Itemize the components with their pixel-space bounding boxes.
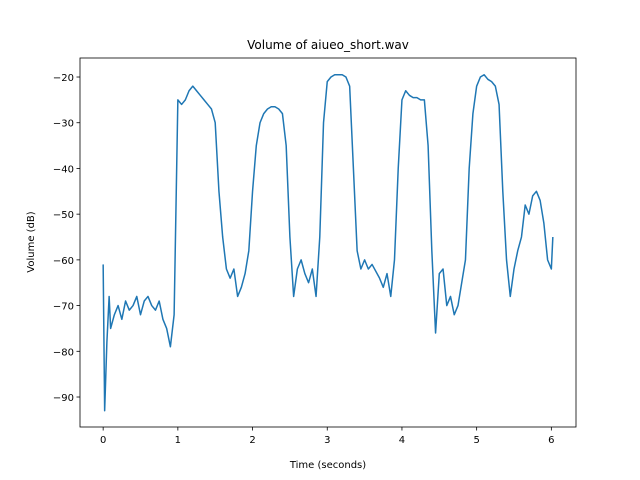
y-tick-label: −90 — [53, 393, 74, 404]
y-tick-label: −50 — [53, 210, 74, 221]
x-tick-label: 6 — [548, 435, 554, 446]
y-tick-label: −20 — [53, 73, 74, 84]
y-tick-label: −60 — [53, 256, 74, 267]
x-tick-label: 2 — [249, 435, 255, 446]
y-tick-label: −70 — [53, 302, 74, 313]
x-tick-label: 3 — [324, 435, 330, 446]
y-tick-label: −80 — [53, 347, 74, 358]
y-axis-label: Volume (dB) — [26, 211, 37, 272]
x-axis-label: Time (seconds) — [289, 460, 366, 471]
y-tick-label: −40 — [53, 164, 74, 175]
x-tick-label: 5 — [473, 435, 479, 446]
x-tick-label: 1 — [175, 435, 181, 446]
plot-frame — [79, 57, 577, 428]
y-tick-label: −30 — [53, 119, 74, 130]
chart-title: Volume of aiueo_short.wav — [247, 38, 409, 52]
x-tick-label: 0 — [100, 435, 106, 446]
x-tick-label: 4 — [399, 435, 405, 446]
line — [102, 73, 554, 412]
